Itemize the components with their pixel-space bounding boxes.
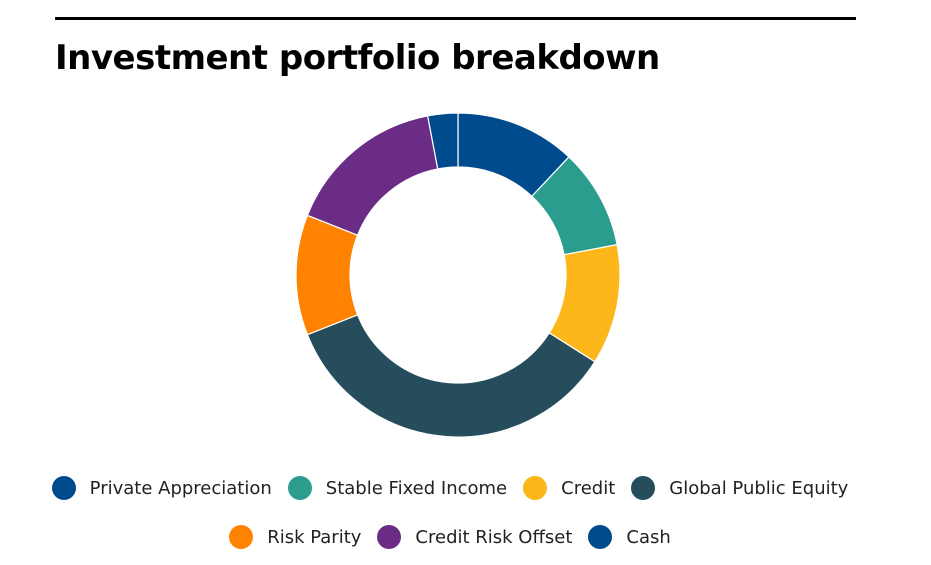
legend-item: Credit [523,476,615,500]
legend-label: Private Appreciation [89,477,272,499]
legend-row: Risk Parity Credit Risk Offset Cash [0,525,900,549]
legend-label: Credit [561,477,616,499]
legend-item: Global Public Equity [631,476,848,500]
legend-label: Cash [626,526,671,548]
legend-label: Risk Parity [267,526,362,548]
legend-swatch [377,525,402,549]
legend-item: Stable Fixed Income [287,476,508,500]
slice [306,115,439,237]
legend-item: Private Appreciation [51,476,272,500]
legend-row: Private Appreciation Stable Fixed Income C… [0,476,900,500]
legend-swatch [287,476,312,500]
legend-swatch [523,476,548,500]
legend-item: Credit Risk Offset [377,525,572,549]
legend-label: Stable Fixed Income [325,477,508,499]
legend-label: Global Public Equity [669,477,849,499]
legend-swatch [229,525,254,549]
legend-label: Credit Risk Offset [415,526,573,548]
slice [426,112,459,170]
slice [295,214,359,336]
legend-swatch [51,476,76,500]
legend-swatch [631,476,656,500]
legend-swatch [588,525,613,549]
chart [295,112,621,438]
slice [306,313,596,438]
top-rule [55,17,856,20]
chart-title: Investment portfolio breakdown [55,38,660,78]
legend-item: Cash [588,525,671,549]
legend-item: Risk Parity [229,525,361,549]
